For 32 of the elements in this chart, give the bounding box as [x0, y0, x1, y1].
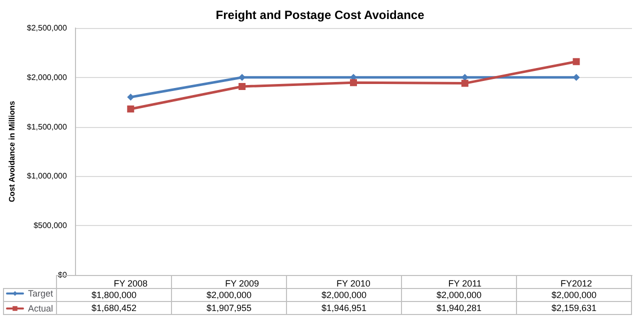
text: $2,000,000 [551, 290, 597, 300]
text: $1,800,000 [91, 290, 137, 300]
y-tick-label: $1,500,000 [26, 122, 68, 132]
text: $1,940,281 [436, 303, 482, 313]
x-tick-label: FY 2011 [448, 278, 482, 288]
point [127, 105, 134, 112]
text: $2,159,631 [551, 303, 597, 313]
point [127, 94, 134, 101]
point [461, 80, 468, 87]
y-tick-label: $2,500,000 [26, 24, 68, 32]
point [572, 74, 580, 81]
text: $1,946,951 [321, 303, 367, 313]
y-axis-title: Cost Avoidance in Millions [8, 100, 16, 202]
y-tick-label: $1,000,000 [26, 172, 68, 181]
legend-label: Actual [28, 304, 54, 314]
point [350, 79, 357, 86]
text: $2,000,000 [206, 290, 252, 300]
point [238, 82, 246, 90]
x-tick-label: FY 2010 [336, 278, 370, 288]
y-tick-label: $2,000,000 [26, 72, 68, 82]
y-tick-label: $500,000 [34, 221, 68, 230]
point [461, 74, 468, 81]
x-tick-label: FY2012 [560, 278, 592, 288]
chart-title: Freight and Postage Cost Avoidance [216, 8, 425, 22]
legend-label: Target [28, 288, 54, 298]
x-tick-label: FY 2009 [225, 278, 259, 288]
x-tick-label: FY 2008 [114, 278, 148, 288]
point [572, 58, 580, 66]
text: $1,907,955 [206, 303, 252, 313]
text: $2,000,000 [321, 290, 367, 300]
text: $2,000,000 [436, 290, 482, 300]
text: $1,680,452 [91, 303, 137, 313]
